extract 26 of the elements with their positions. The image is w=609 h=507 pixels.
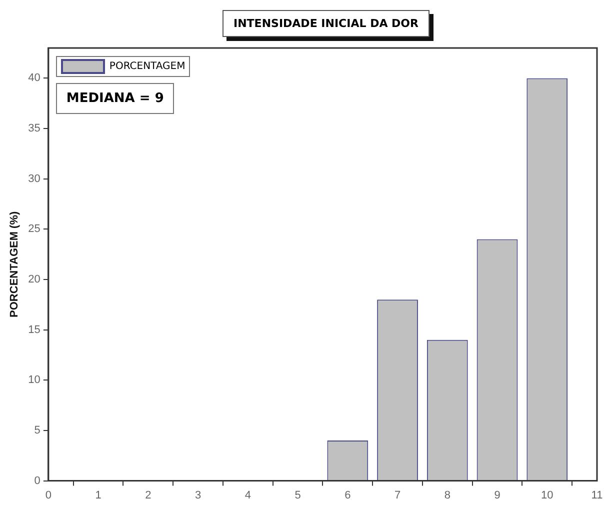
y-tick-label: 0 bbox=[34, 474, 40, 487]
x-tick-label: 6 bbox=[344, 489, 351, 502]
y-tick-label: 20 bbox=[28, 274, 40, 286]
x-tick-label: 4 bbox=[244, 489, 251, 502]
legend-box: PORCENTAGEM bbox=[56, 56, 190, 77]
y-tick-label: 35 bbox=[28, 122, 40, 135]
x-tick-label: 3 bbox=[194, 489, 202, 502]
x-tick-label: 7 bbox=[394, 489, 401, 502]
x-tick-label: 0 bbox=[45, 489, 52, 502]
y-tick-label: 15 bbox=[28, 324, 40, 336]
y-axis-title: PORCENTAGEM (%) bbox=[8, 211, 21, 318]
y-tick-label: 40 bbox=[28, 72, 40, 84]
x-tick-label: 2 bbox=[145, 489, 152, 502]
x-tick-label: 11 bbox=[591, 489, 603, 502]
chart-title: INTENSIDADE INICIAL DA DOR bbox=[222, 10, 430, 37]
annotation: MEDIANA = 9 bbox=[56, 83, 174, 114]
y-tick-label: 10 bbox=[28, 374, 40, 386]
y-tick-label: 25 bbox=[28, 223, 40, 236]
x-tick-label: 1 bbox=[95, 489, 102, 502]
y-tick-label: 30 bbox=[28, 172, 40, 185]
x-tick-label: 5 bbox=[294, 489, 301, 502]
x-tick-label: 8 bbox=[444, 489, 450, 502]
y-tick-label: 5 bbox=[34, 424, 40, 437]
legend-label: PORCENTAGEM bbox=[109, 61, 186, 72]
x-tick-label: 10 bbox=[541, 489, 554, 502]
x-tick-label: 9 bbox=[494, 489, 500, 502]
